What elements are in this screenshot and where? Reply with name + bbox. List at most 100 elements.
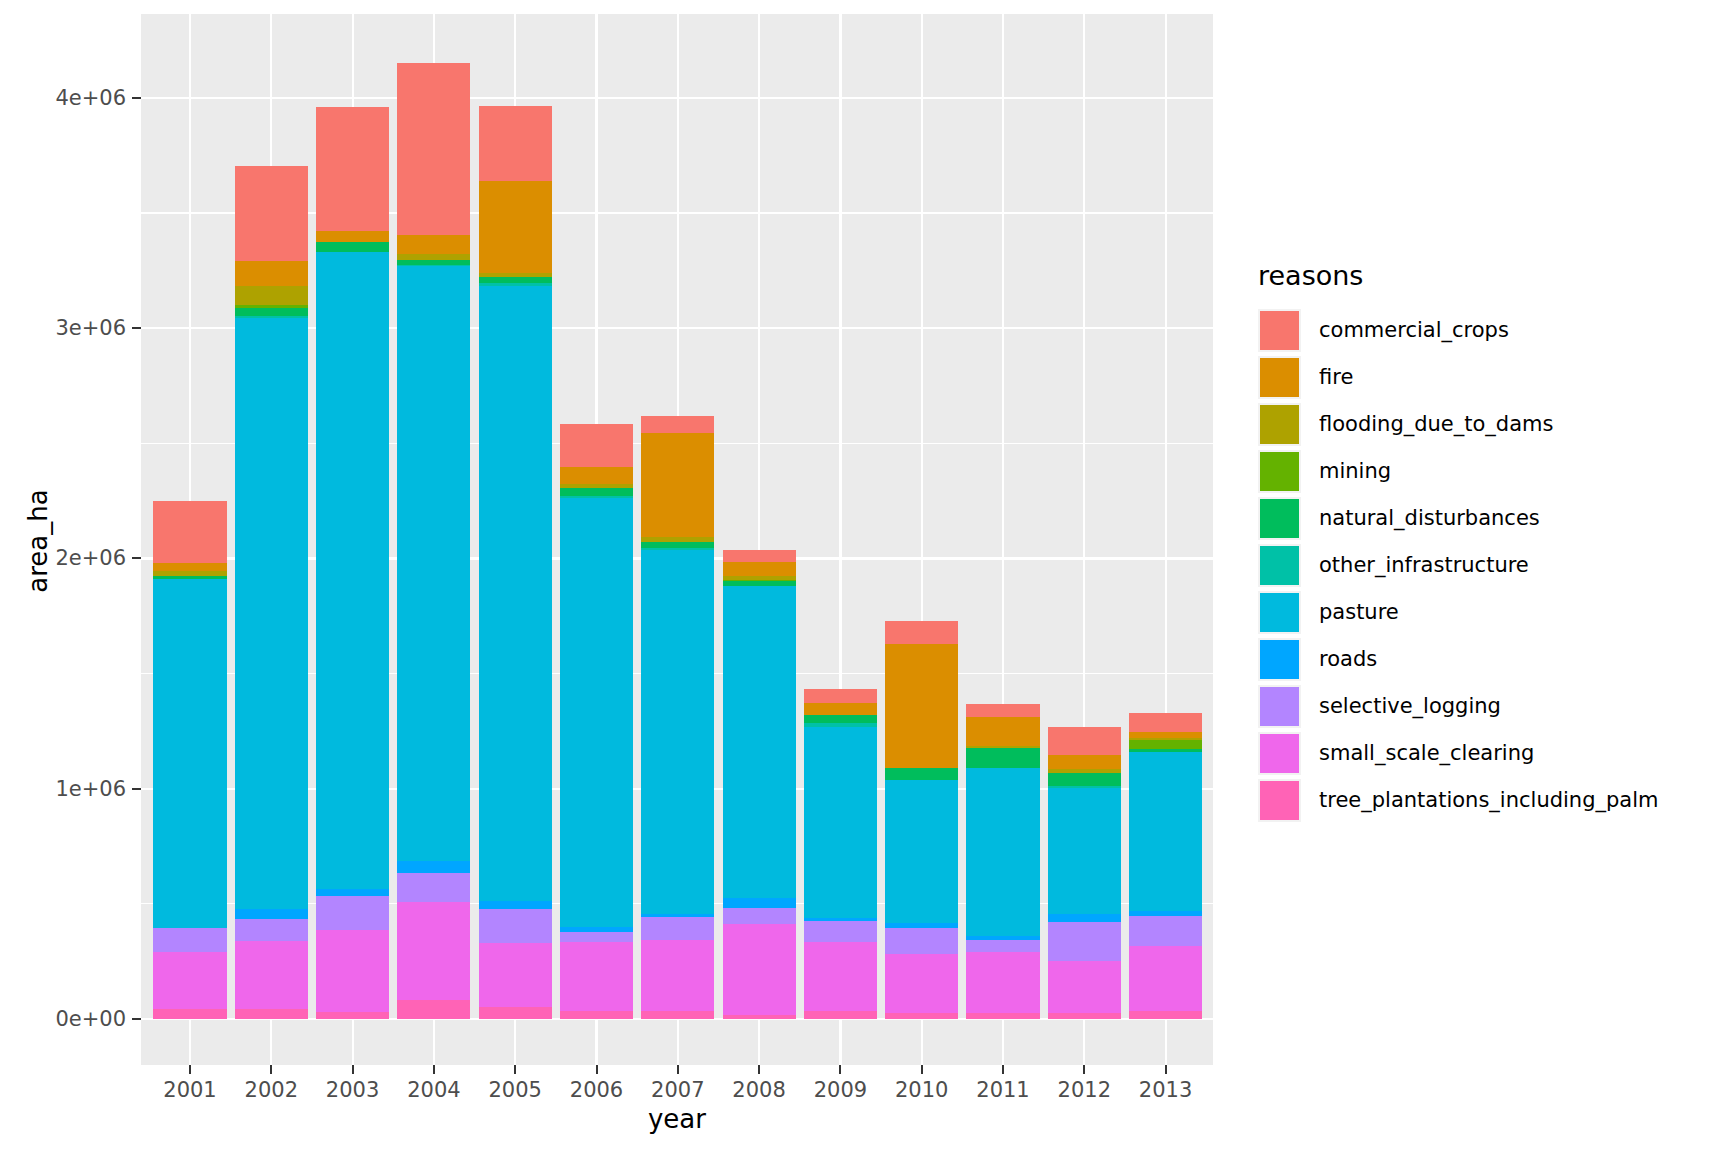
bar-segment-2001-flooding_due_to_dams	[153, 571, 226, 576]
x-tick-mark	[758, 1065, 760, 1074]
legend-label-small_scale_clearing: small_scale_clearing	[1319, 732, 1534, 775]
x-tick-mark	[921, 1065, 923, 1074]
bar-segment-2009-tree_plantations_including_palm	[804, 1011, 877, 1019]
bar-segment-2012-small_scale_clearing	[1048, 961, 1121, 1013]
legend-key-flooding_due_to_dams-swatch	[1258, 403, 1301, 446]
bar-segment-2012-roads	[1048, 914, 1121, 922]
bar-segment-2013-commercial_crops	[1129, 713, 1202, 733]
legend-title: reasons	[1258, 260, 1363, 291]
bar-segment-2009-small_scale_clearing	[804, 942, 877, 1011]
bar-segment-2011-small_scale_clearing	[966, 952, 1039, 1013]
x-tick-label: 2008	[714, 1077, 804, 1103]
bar-segment-2004-commercial_crops	[397, 63, 470, 236]
bar-segment-2011-roads	[966, 936, 1039, 940]
bar-segment-2009-natural_disturbances	[804, 715, 877, 723]
legend-key-mining-swatch	[1258, 450, 1301, 493]
bar-segment-2012-selective_logging	[1048, 922, 1121, 961]
bar-segment-2002-tree_plantations_including_palm	[235, 1009, 308, 1019]
bar-segment-2011-commercial_crops	[966, 704, 1039, 717]
bar-segment-2006-other_infrastructure	[560, 496, 633, 498]
bar-segment-2003-tree_plantations_including_palm	[316, 1012, 389, 1019]
bar-segment-2009-other_infrastructure	[804, 723, 877, 727]
legend-key-roads-swatch	[1258, 638, 1301, 681]
bar-segment-2006-pasture	[560, 498, 633, 927]
bar-segment-2008-flooding_due_to_dams	[723, 576, 796, 580]
x-tick-label: 2006	[552, 1077, 642, 1103]
bar-segment-2013-mining	[1129, 740, 1202, 749]
bar-segment-2001-pasture	[153, 579, 226, 928]
bar-segment-2010-selective_logging	[885, 928, 958, 954]
bar-segment-2007-pasture	[641, 550, 714, 914]
bar-segment-2006-small_scale_clearing	[560, 942, 633, 1011]
y-tick-mark	[132, 1018, 141, 1020]
y-tick-label: 4e+06	[26, 85, 126, 111]
bar-segment-2004-selective_logging	[397, 873, 470, 903]
bar-segment-2010-roads	[885, 923, 958, 928]
bar-segment-2007-flooding_due_to_dams	[641, 537, 714, 541]
bar-segment-2001-tree_plantations_including_palm	[153, 1009, 226, 1019]
bar-segment-2007-selective_logging	[641, 917, 714, 939]
bar-segment-2011-fire	[966, 717, 1039, 746]
bar-segment-2007-commercial_crops	[641, 416, 714, 433]
bar-segment-2012-tree_plantations_including_palm	[1048, 1013, 1121, 1019]
bar-segment-2010-natural_disturbances	[885, 768, 958, 780]
bar-segment-2004-roads	[397, 861, 470, 873]
bar-segment-2006-fire	[560, 467, 633, 484]
bar-segment-2011-flooding_due_to_dams	[966, 746, 1039, 748]
bar-segment-2005-natural_disturbances	[479, 277, 552, 284]
legend-label-roads: roads	[1319, 638, 1377, 681]
bar-segment-2011-selective_logging	[966, 940, 1039, 952]
x-tick-label: 2001	[145, 1077, 235, 1103]
legend-label-natural_disturbances: natural_disturbances	[1319, 497, 1540, 540]
x-tick-label: 2010	[877, 1077, 967, 1103]
bar-segment-2013-selective_logging	[1129, 916, 1202, 945]
y-tick-label: 0e+00	[26, 1006, 126, 1032]
bar-segment-2008-tree_plantations_including_palm	[723, 1015, 796, 1019]
x-tick-label: 2013	[1121, 1077, 1211, 1103]
bar-segment-2009-roads	[804, 918, 877, 921]
bar-segment-2010-small_scale_clearing	[885, 954, 958, 1013]
bar-segment-2001-small_scale_clearing	[153, 952, 226, 1009]
bar-segment-2012-pasture	[1048, 788, 1121, 914]
bar-segment-2007-fire	[641, 433, 714, 537]
bar-segment-2006-natural_disturbances	[560, 488, 633, 496]
bar-segment-2007-tree_plantations_including_palm	[641, 1011, 714, 1019]
bar-segment-2004-tree_plantations_including_palm	[397, 1000, 470, 1019]
bar-segment-2005-flooding_due_to_dams	[479, 273, 552, 276]
bar-segment-2013-small_scale_clearing	[1129, 946, 1202, 1011]
bar-segment-2013-tree_plantations_including_palm	[1129, 1011, 1202, 1019]
bar-segment-2003-pasture	[316, 252, 389, 890]
x-tick-mark	[352, 1065, 354, 1074]
x-tick-mark	[189, 1065, 191, 1074]
x-tick-label: 2005	[470, 1077, 560, 1103]
bar-segment-2013-pasture	[1129, 752, 1202, 911]
bar-segment-2001-fire	[153, 563, 226, 570]
x-tick-mark	[270, 1065, 272, 1074]
bar-segment-2002-commercial_crops	[235, 166, 308, 260]
bar-segment-2008-mining	[723, 580, 796, 581]
y-tick-label: 1e+06	[26, 776, 126, 802]
y-tick-mark	[132, 327, 141, 329]
x-tick-mark	[839, 1065, 841, 1074]
bar-segment-2010-fire	[885, 644, 958, 768]
bar-segment-2012-commercial_crops	[1048, 727, 1121, 755]
legend-label-fire: fire	[1319, 356, 1353, 399]
bar-segment-2005-tree_plantations_including_palm	[479, 1007, 552, 1019]
bar-segment-2005-selective_logging	[479, 909, 552, 942]
legend-key-commercial_crops-swatch	[1258, 309, 1301, 352]
y-tick-mark	[132, 557, 141, 559]
legend-key-pasture-swatch	[1258, 591, 1301, 634]
bar-segment-2002-fire	[235, 261, 308, 287]
bar-segment-2005-small_scale_clearing	[479, 943, 552, 1008]
x-axis-title: year	[577, 1104, 777, 1134]
bar-segment-2006-selective_logging	[560, 932, 633, 943]
bar-segment-2002-natural_disturbances	[235, 308, 308, 316]
bar-segment-2010-pasture	[885, 780, 958, 923]
bar-segment-2003-fire	[316, 231, 389, 242]
y-tick-label: 3e+06	[26, 315, 126, 341]
bar-segment-2002-flooding_due_to_dams	[235, 286, 308, 305]
x-tick-mark	[677, 1065, 679, 1074]
x-tick-label: 2004	[389, 1077, 479, 1103]
bar-segment-2002-mining	[235, 305, 308, 308]
bar-segment-2007-natural_disturbances	[641, 542, 714, 548]
